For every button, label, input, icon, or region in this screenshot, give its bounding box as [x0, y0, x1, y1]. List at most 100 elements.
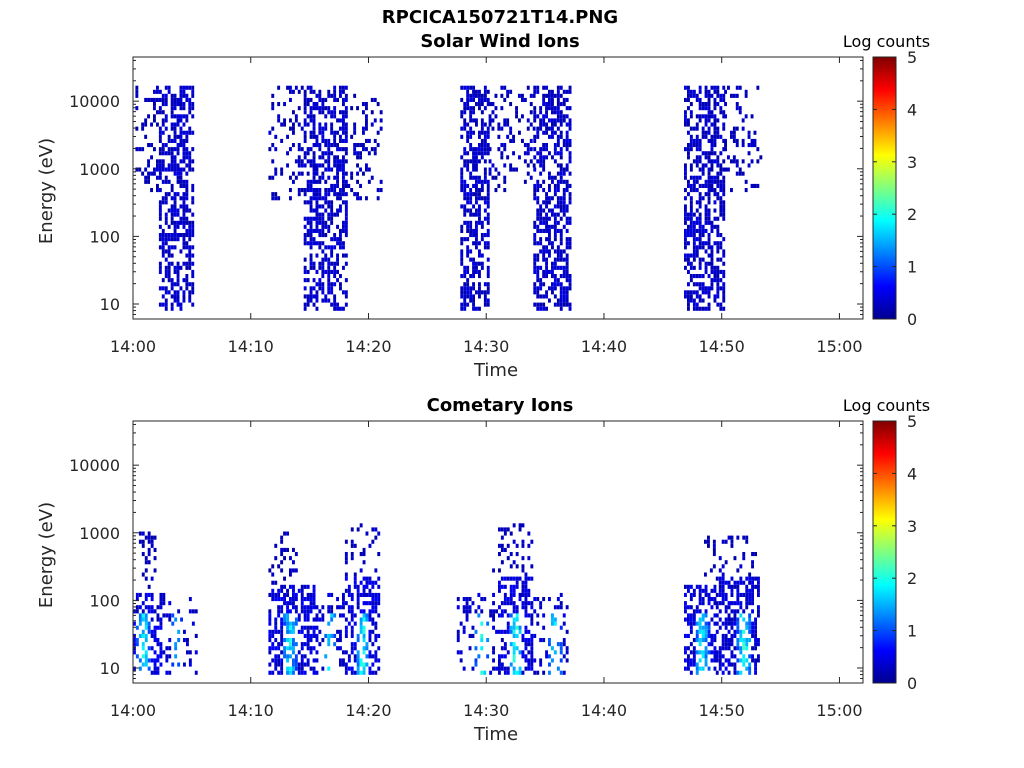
spectrogram-cell — [704, 613, 708, 618]
spectrogram-cell — [698, 625, 702, 630]
spectrogram-cell — [300, 592, 304, 597]
spectrogram-cell — [179, 216, 183, 221]
spectrogram-cell — [506, 134, 510, 139]
spectrogram-cell — [339, 306, 342, 311]
spectrogram-cell — [303, 306, 307, 311]
spectrogram-cell — [542, 93, 546, 98]
spectrogram-cell — [698, 265, 702, 270]
spectrogram-cell — [315, 143, 319, 148]
spectrogram-cell — [188, 224, 192, 229]
spectrogram-cell — [468, 597, 472, 602]
spectrogram-cell — [150, 592, 154, 597]
spectrogram-cell — [472, 97, 475, 102]
spectrogram-cell — [469, 290, 473, 295]
spectrogram-cell — [315, 306, 319, 311]
spectrogram-cell — [478, 188, 481, 193]
spectrogram-cell — [480, 638, 484, 643]
spectrogram-cell — [474, 658, 478, 663]
spectrogram-cell — [503, 609, 507, 614]
spectrogram-cell — [707, 241, 711, 246]
spectrogram-cell — [463, 147, 467, 152]
spectrogram-cell — [530, 617, 534, 622]
spectrogram-cell — [530, 654, 534, 659]
spectrogram-cell — [483, 233, 487, 238]
spectrogram-cell — [687, 621, 690, 626]
spectrogram-cell — [377, 576, 381, 581]
spectrogram-cell — [719, 110, 723, 115]
spectrogram-cell — [283, 576, 286, 581]
spectrogram-cell — [297, 143, 301, 148]
spectrogram-cell — [707, 642, 711, 647]
spectrogram-cell — [280, 171, 284, 176]
spectrogram-cell — [362, 609, 366, 614]
spectrogram-cell — [362, 650, 366, 655]
spectrogram-cell — [292, 625, 295, 630]
spectrogram-cell — [327, 228, 331, 233]
spectrogram-cell — [336, 257, 339, 262]
spectrogram-cell — [274, 134, 278, 139]
spectrogram-cell — [533, 269, 537, 274]
spectrogram-cell — [509, 613, 513, 618]
spectrogram-cell — [370, 147, 374, 152]
spectrogram-cell — [719, 286, 723, 291]
spectrogram-cell — [147, 621, 151, 626]
spectrogram-cell — [742, 658, 746, 663]
spectrogram-cell — [368, 650, 372, 655]
spectrogram-cell — [170, 93, 174, 98]
spectrogram-cell — [292, 605, 295, 610]
spectrogram-cell — [466, 122, 470, 127]
spectrogram-cell — [297, 617, 301, 622]
spectrogram-cell — [704, 216, 708, 221]
spectrogram-cell — [553, 617, 557, 622]
spectrogram-cell — [144, 175, 148, 180]
spectrogram-cell — [468, 633, 472, 638]
spectrogram-cell — [695, 633, 699, 638]
spectrogram-cell — [371, 621, 375, 626]
spectrogram-cell — [176, 237, 180, 242]
spectrogram-cell — [289, 556, 292, 561]
spectrogram-cell — [562, 302, 566, 307]
y-tick-label: 1000 — [79, 160, 120, 179]
spectrogram-cell — [309, 106, 313, 111]
spectrogram-cell — [315, 228, 319, 233]
spectrogram-cell — [695, 122, 699, 127]
spectrogram-cell — [182, 143, 186, 148]
spectrogram-cell — [344, 633, 348, 638]
spectrogram-cell — [463, 282, 467, 287]
spectrogram-cell — [512, 560, 516, 565]
spectrogram-cell — [333, 130, 337, 135]
spectrogram-cell — [486, 638, 490, 643]
spectrogram-cell — [692, 245, 696, 250]
spectrogram-cell — [463, 298, 467, 303]
spectrogram-cell — [271, 192, 275, 197]
spectrogram-cell — [167, 245, 171, 250]
spectrogram-cell — [324, 114, 328, 119]
spectrogram-cell — [533, 261, 537, 266]
spectrogram-cell — [321, 204, 325, 209]
spectrogram-cell — [478, 220, 481, 225]
spectrogram-cell — [565, 138, 569, 143]
spectrogram-cell — [353, 192, 357, 197]
spectrogram-cell — [173, 122, 177, 127]
spectrogram-cell — [156, 97, 159, 102]
spectrogram-cell — [161, 196, 165, 201]
spectrogram-cell — [754, 670, 757, 675]
spectrogram-cell — [559, 642, 563, 647]
spectrogram-cell — [321, 638, 325, 643]
spectrogram-cell — [503, 592, 507, 597]
spectrogram-cell — [751, 633, 754, 638]
spectrogram-cell — [318, 163, 322, 168]
spectrogram-cell — [167, 179, 171, 184]
spectrogram-cell — [135, 609, 139, 614]
spectrogram-cell — [147, 605, 151, 610]
spectrogram-cell — [176, 143, 180, 148]
spectrogram-cell — [707, 261, 711, 266]
spectrogram-cell — [164, 167, 168, 172]
spectrogram-cell — [309, 89, 313, 94]
spectrogram-cell — [548, 654, 551, 659]
spectrogram-cell — [727, 638, 731, 643]
spectrogram-cell — [530, 621, 534, 626]
spectrogram-cell — [545, 147, 548, 152]
spectrogram-cell — [153, 102, 156, 107]
spectrogram-cell — [318, 212, 322, 217]
